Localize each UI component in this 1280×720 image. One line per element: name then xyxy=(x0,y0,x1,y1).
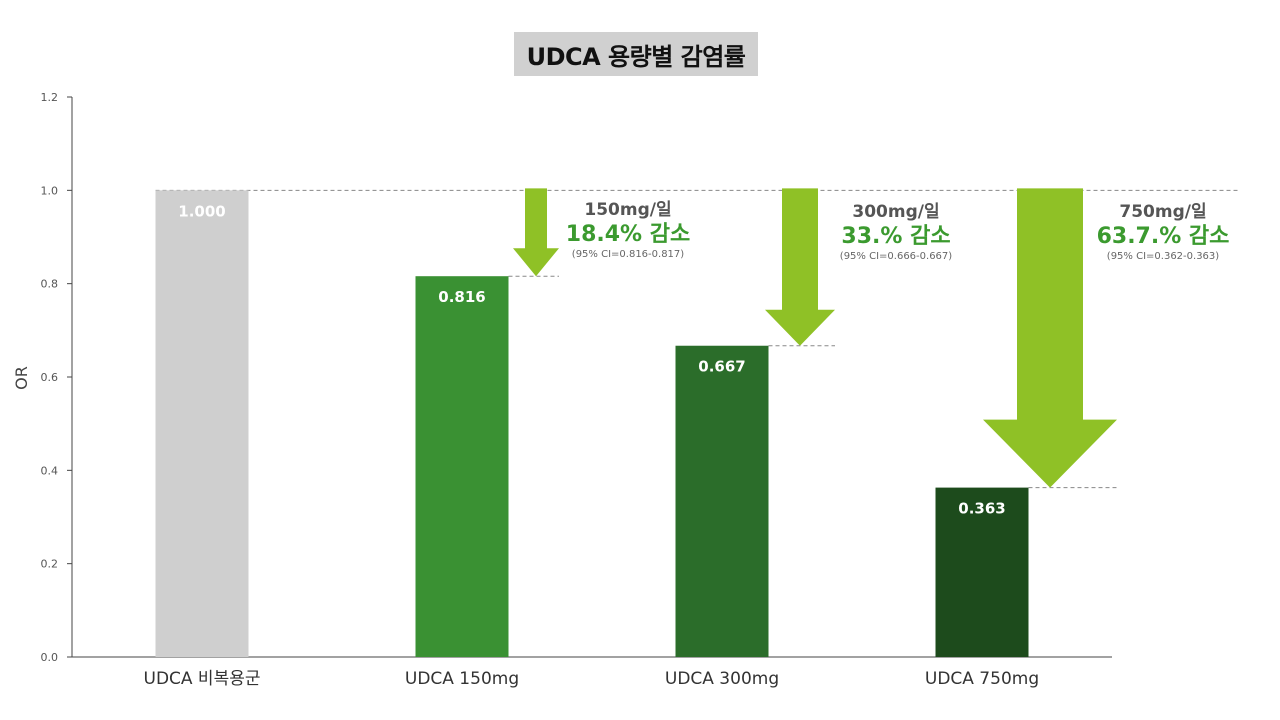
annotation-ci: (95% CI=0.666-0.667) xyxy=(839,251,953,262)
annotation-dose: 300mg/일 xyxy=(852,202,940,222)
y-tick-label: 0.6 xyxy=(41,371,59,384)
bar-value-label: 0.816 xyxy=(438,288,485,306)
annotation-reduction: 18.4% 감소 xyxy=(565,222,691,247)
bar-value-label: 0.363 xyxy=(958,500,1005,518)
annotation-750mg: 750mg/일 63.7.% 감소 (95% CI=0.362-0.363) xyxy=(1083,202,1243,264)
annotation-reduction: 63.7.% 감소 xyxy=(1096,224,1230,249)
x-category-label: UDCA 750mg xyxy=(925,669,1039,689)
bar xyxy=(675,345,769,657)
bar xyxy=(155,190,249,658)
annotation-300mg: 300mg/일 33.% 감소 (95% CI=0.666-0.667) xyxy=(816,202,976,264)
bar-value-label: 1.000 xyxy=(178,202,225,220)
y-tick-label: 1.0 xyxy=(41,184,59,197)
reduction-arrow-icon xyxy=(983,188,1117,488)
annotation-dose: 150mg/일 xyxy=(584,200,672,220)
y-tick-label: 0.0 xyxy=(41,651,59,664)
annotation-reduction: 33.% 감소 xyxy=(841,224,951,249)
annotation-150mg: 150mg/일 18.4% 감소 (95% CI=0.816-0.817) xyxy=(548,200,708,262)
bar xyxy=(415,276,509,657)
y-tick-label: 0.2 xyxy=(41,558,59,571)
x-category-label: UDCA 150mg xyxy=(405,669,519,689)
y-tick-label: 0.4 xyxy=(41,464,59,477)
reduction-arrow-icon xyxy=(765,188,835,346)
annotation-dose: 750mg/일 xyxy=(1119,202,1207,222)
annotation-ci: (95% CI=0.362-0.363) xyxy=(1106,251,1220,262)
reduction-arrow-icon xyxy=(513,188,559,277)
x-category-label: UDCA 300mg xyxy=(665,669,779,689)
y-tick-label: 1.2 xyxy=(41,91,59,104)
bar-value-label: 0.667 xyxy=(698,358,745,376)
y-tick-label: 0.8 xyxy=(41,278,59,291)
bar xyxy=(935,487,1029,657)
x-category-label: UDCA 비복용군 xyxy=(144,669,261,689)
annotation-ci: (95% CI=0.816-0.817) xyxy=(571,249,685,260)
chart-title: UDCA 용량별 감염률 xyxy=(514,32,758,76)
